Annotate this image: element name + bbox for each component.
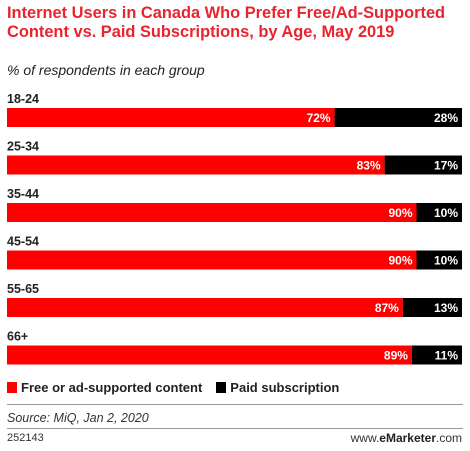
divider-top [7, 404, 463, 405]
data-label-free: 87% [375, 301, 399, 315]
brand-name: eMarketer [379, 431, 436, 445]
legend-swatch-free [7, 382, 17, 393]
bar-free [7, 203, 417, 222]
chart-subtitle: % of respondents in each group [7, 62, 205, 78]
category-label: 55-65 [7, 282, 39, 296]
bar-paid [411, 345, 462, 365]
stacked-bar-chart: 18-24 72% 28% 25-34 83% 17% 35-44 90% 10% 45-54 90… [7, 92, 462, 365]
data-label-paid: 28% [434, 111, 458, 125]
legend-swatch-paid [216, 382, 227, 393]
legend-label-paid: Paid subscription [230, 380, 340, 395]
bar-paid [416, 203, 462, 222]
data-label-free: 72% [307, 111, 331, 125]
chart-title: Internet Users in Canada Who Prefer Free… [7, 4, 446, 41]
chart-id: 252143 [7, 432, 44, 444]
bar-paid [334, 108, 462, 127]
bar-paid [402, 298, 462, 317]
category-label: 35-44 [7, 187, 39, 201]
divider-bottom [7, 428, 463, 429]
brand-prefix: www. [350, 431, 380, 445]
chart-legend: Free or ad-supported content Paid subscr… [7, 380, 353, 395]
category-label: 45-54 [7, 235, 39, 249]
data-label-paid: 11% [435, 349, 459, 363]
data-label-paid: 10% [434, 254, 458, 268]
data-label-free: 90% [388, 254, 412, 268]
data-label-free: 89% [384, 349, 408, 363]
source-note: Source: MiQ, Jan 2, 2020 [7, 411, 149, 425]
bar-paid [384, 155, 462, 175]
bar-free [7, 155, 385, 175]
data-label-free: 83% [357, 159, 381, 173]
bar-paid [416, 250, 462, 270]
brand-suffix: .com [435, 431, 462, 445]
category-label: 66+ [7, 330, 28, 344]
bar-free [7, 345, 412, 365]
legend-label-free: Free or ad-supported content [21, 380, 203, 395]
category-label: 18-24 [7, 92, 39, 106]
bar-free [7, 250, 417, 270]
data-label-paid: 13% [434, 301, 458, 315]
brand-logo: www.eMarketer.com [351, 431, 462, 445]
data-label-free: 90% [388, 206, 412, 220]
legend-item-free: Free or ad-supported content [7, 380, 202, 395]
data-label-paid: 10% [434, 206, 458, 220]
bar-free [7, 298, 403, 317]
category-label: 25-34 [7, 140, 39, 154]
bar-free [7, 108, 335, 127]
legend-item-paid: Paid subscription [216, 380, 339, 395]
data-label-paid: 17% [434, 159, 458, 173]
